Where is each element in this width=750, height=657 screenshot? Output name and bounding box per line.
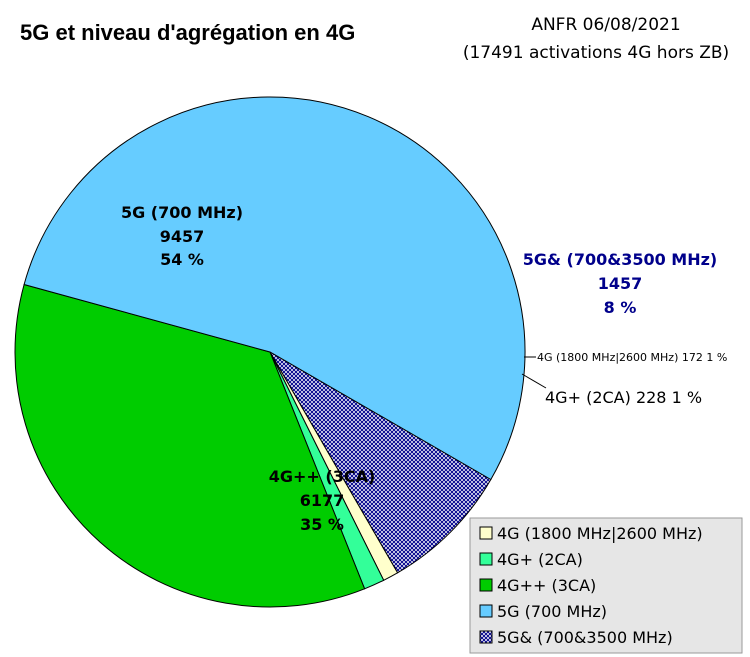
slice-label-4gpp: 4G++ (3CA) 6177 35 % bbox=[269, 467, 376, 534]
legend-box bbox=[469, 517, 743, 654]
legend-item: 5G& (700&3500 MHz) bbox=[479, 628, 673, 647]
legend-swatch bbox=[479, 526, 493, 540]
legend-label: 5G (700 MHz) bbox=[497, 602, 607, 621]
slice-label-5gand-name: 5G& (700&3500 MHz) bbox=[523, 250, 718, 269]
legend-label: 4G+ (2CA) bbox=[497, 550, 583, 569]
slice-label-4gp: 4G+ (2CA) 228 1 % bbox=[545, 388, 702, 407]
leader-line-4gp bbox=[521, 373, 547, 389]
slice-label-4gpp-pct: 35 % bbox=[300, 515, 344, 534]
legend-swatch bbox=[479, 604, 493, 618]
pie-slice-3 bbox=[14, 283, 366, 608]
legend-item: 4G (1800 MHz|2600 MHz) bbox=[479, 524, 703, 543]
slice-label-5gand: 5G& (700&3500 MHz) 1457 8 % bbox=[523, 250, 718, 317]
slice-label-5gand-value: 1457 bbox=[598, 274, 643, 293]
note-text: (17491 activations 4G hors ZB) bbox=[463, 43, 729, 63]
legend: 4G (1800 MHz|2600 MHz) 4G+ (2CA) 4G++ (3CA… bbox=[469, 517, 743, 654]
legend-swatch bbox=[479, 552, 493, 566]
legend-items: 4G (1800 MHz|2600 MHz) 4G+ (2CA) 4G++ (3CA… bbox=[479, 524, 703, 647]
legend-label: 4G++ (3CA) bbox=[497, 576, 596, 595]
slice-label-4g: 4G (1800 MHz|2600 MHz) 172 1 % bbox=[537, 351, 727, 364]
chart-title: 5G et niveau d'agrégation en 4G bbox=[20, 20, 355, 45]
legend-item: 4G+ (2CA) bbox=[479, 550, 583, 569]
slice-label-4gpp-name: 4G++ (3CA) bbox=[269, 467, 376, 486]
source-text: ANFR 06/08/2021 bbox=[531, 15, 680, 35]
slice-label-4gpp-value: 6177 bbox=[300, 491, 345, 510]
legend-swatch bbox=[479, 630, 493, 644]
slice-label-5g-name: 5G (700 MHz) bbox=[121, 203, 243, 222]
slice-label-5g: 5G (700 MHz) 9457 54 % bbox=[121, 203, 243, 269]
pie-slice-4 bbox=[23, 96, 526, 481]
legend-item: 5G (700 MHz) bbox=[479, 602, 607, 621]
legend-swatch bbox=[479, 578, 493, 592]
legend-item: 4G++ (3CA) bbox=[479, 576, 596, 595]
slice-label-5gand-pct: 8 % bbox=[604, 298, 637, 317]
pie-slices bbox=[14, 96, 526, 608]
pie-slice-0 bbox=[268, 350, 492, 574]
slice-label-5g-value: 9457 bbox=[160, 227, 205, 246]
legend-label: 4G (1800 MHz|2600 MHz) bbox=[497, 524, 703, 543]
slice-label-5g-pct: 54 % bbox=[160, 250, 204, 269]
legend-label: 5G& (700&3500 MHz) bbox=[497, 628, 673, 647]
